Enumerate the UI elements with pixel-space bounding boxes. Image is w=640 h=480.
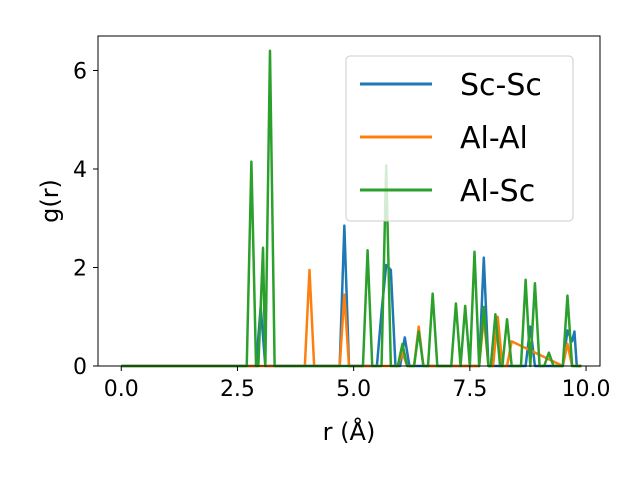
- x-tick-label: 0.0: [104, 377, 139, 402]
- legend: Sc-Sc Al-Al Al-Sc: [345, 55, 574, 222]
- series-line-sc-sc: [121, 224, 582, 368]
- legend-label: Sc-Sc: [460, 68, 542, 103]
- x-tick-label: 7.5: [452, 377, 487, 402]
- x-axis-label: r (Å): [323, 417, 376, 446]
- axes: 0.0 2.5 5.0 7.5 10.0 0 2 4 6: [73, 35, 611, 402]
- x-tick-label: 5.0: [336, 377, 371, 402]
- legend-label: Al-Sc: [460, 174, 535, 209]
- plot-frame: [97, 35, 601, 367]
- y-tick-label: 2: [73, 256, 87, 281]
- y-tick-label: 4: [73, 158, 87, 183]
- legend-label: Al-Al: [460, 121, 528, 156]
- y-tick-label: 0: [73, 355, 87, 380]
- x-tick-label: 10.0: [562, 377, 611, 402]
- y-tick-label: 6: [73, 59, 87, 84]
- y-axis-label: g(r): [36, 179, 64, 223]
- legend-box: [345, 55, 574, 222]
- x-tick-label: 2.5: [220, 377, 255, 402]
